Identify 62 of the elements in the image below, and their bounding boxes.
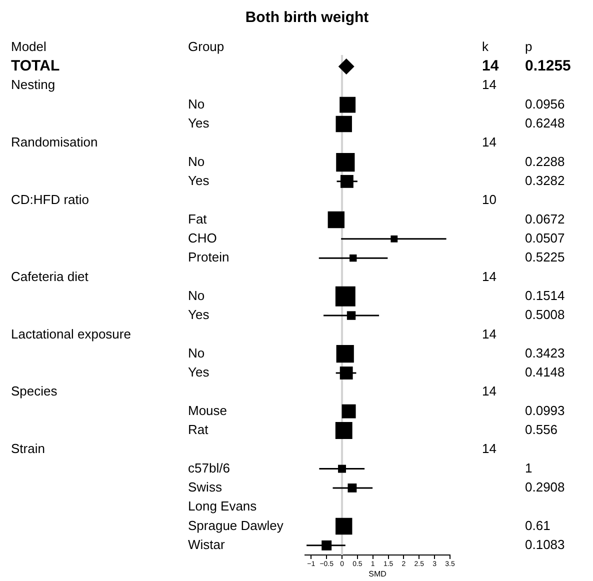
text: CD:HFD ratio [11,192,90,208]
point [338,58,354,74]
y2-tick-label: 0.0507 [525,230,565,246]
point [340,366,353,380]
y-tick-label: Long Evans [188,498,258,514]
y-tick-label: No [188,288,205,303]
text: p [525,38,532,54]
y2-tick-label: 0.3282 [525,173,565,188]
y-tick-label: No [188,154,205,169]
y-tick-label: Yes [188,364,210,380]
y2-tick-label: 0.61 [525,518,550,533]
y2-tick-label: 0.3423 [525,345,565,360]
y-tick-label: Yes [188,173,210,188]
text: 14 [482,134,496,150]
y2-tick-label: 0.6248 [525,116,565,131]
text: TOTAL [11,58,60,75]
y2-tick-label: 0.2908 [525,480,565,495]
text: 14 [482,441,496,456]
y2-tick-label: 0.0672 [525,211,565,226]
point [342,404,356,418]
text: 14 [482,268,496,284]
y-tick-label: Fat [188,211,208,226]
text: 10 [482,192,496,208]
y-tick-label: Yes [188,116,210,131]
y-tick-label: No [188,96,205,112]
text: 14 [482,58,500,75]
text: 14 [482,384,496,399]
y-tick-label: Protein [188,250,230,265]
y2-tick-label: 0.1514 [525,288,565,303]
y2-tick-label: 1 [525,460,532,476]
y2-tick-label: 0.5225 [525,250,565,265]
text: Lactational exposure [11,326,131,342]
y-tick-label: Wistar [188,537,226,552]
y2-tick-label: 0.5008 [525,307,565,322]
y-tick-label: Swiss [188,480,222,495]
text: Cafeteria diet [11,268,89,284]
text: k [482,38,489,54]
y2-tick-label: 0.0993 [525,402,565,418]
text: Species [11,384,58,399]
y-tick-label: c57bl/6 [188,460,230,476]
y2-tick-label: 0.0956 [525,96,565,112]
y2-tick-label: 0.556 [525,422,558,438]
y-tick-label: Sprague Dawley [188,518,284,533]
y-tick-label: Yes [188,307,210,322]
text: Strain [11,441,45,456]
y2-tick-label: 0.1255 [525,58,571,75]
text: Nesting [11,77,56,92]
point [340,174,354,188]
y-tick-label: Rat [188,422,209,438]
y-tick-label: Mouse [188,402,228,418]
text: 14 [482,77,496,92]
y2-tick-label: 0.1083 [525,537,565,552]
x-axis-title: SMD [368,569,387,578]
chart-title: Both birth weight [245,9,369,26]
text: Group [188,38,224,54]
text: Model [11,38,47,54]
y2-tick-label: 0.2288 [525,154,565,169]
y2-tick-label: 0.4148 [525,364,565,380]
y-tick-label: CHO [188,230,217,246]
y-tick-label: No [188,345,205,360]
text: 14 [482,326,496,342]
text: Randomisation [11,134,98,150]
